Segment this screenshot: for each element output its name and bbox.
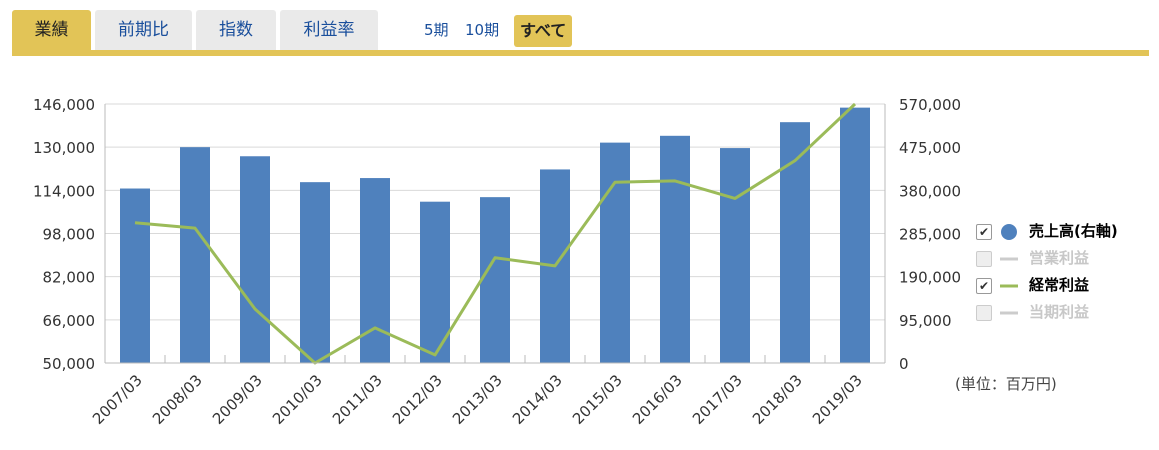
legend-item-ordinary[interactable]: ✔ 経常利益: [974, 272, 1154, 299]
legend-checkbox-ordinary[interactable]: ✔: [976, 278, 992, 294]
period-5[interactable]: 5期: [424, 21, 449, 39]
right-tick-label: 95,000: [899, 312, 952, 330]
left-axis-labels: 50,000 66,000 82,000 98,000 114,000 130,000 14…: [33, 96, 95, 373]
tab-margin[interactable]: 利益率: [280, 10, 378, 50]
legend-checkbox-net[interactable]: [976, 305, 992, 321]
tab-bar: 業績 前期比 指数 利益率 5期 10期 すべて: [0, 0, 1149, 56]
legend-marker-sales: [1001, 224, 1017, 240]
tab-index[interactable]: 指数: [196, 10, 276, 50]
bars: [120, 107, 870, 363]
right-tick-label: 285,000: [899, 226, 961, 244]
period-all[interactable]: すべて: [514, 15, 573, 47]
bar: [660, 135, 690, 363]
bar: [180, 147, 210, 363]
x-tick-label: 2014/03: [509, 371, 566, 428]
bar: [780, 122, 810, 363]
bar: [480, 197, 510, 363]
bar: [120, 188, 150, 363]
bar: [300, 182, 330, 363]
x-tick-label: 2013/03: [449, 371, 506, 428]
left-tick-label: 98,000: [43, 226, 96, 244]
tab-results[interactable]: 業績: [12, 10, 91, 50]
x-tick-label: 2008/03: [149, 371, 206, 428]
axes: [104, 104, 886, 364]
line-ordinary-profit: [134, 102, 857, 365]
tab-underline: [12, 50, 1149, 56]
left-tick-label: 82,000: [43, 269, 96, 287]
x-tick-label: 2007/03: [89, 371, 146, 428]
left-tick-label: 114,000: [33, 182, 95, 200]
x-tick-label: 2009/03: [209, 371, 266, 428]
x-tick-label: 2019/03: [809, 371, 866, 428]
x-axis-labels: 2007/03 2008/03 2009/03 2010/03 2011/03 2012/…: [89, 371, 866, 428]
bar: [240, 156, 270, 363]
x-tick-label: 2012/03: [389, 371, 446, 428]
legend-marker-operating: [1000, 257, 1018, 261]
legend-label-operating: 営業利益: [1029, 249, 1090, 267]
legend-item-sales[interactable]: ✔ 売上高(右軸): [974, 218, 1154, 245]
right-axis-labels: 0 95,000 190,000 285,000 380,000 475,000 570,0…: [899, 96, 961, 373]
legend-label-sales: 売上高(右軸): [1029, 222, 1118, 240]
bar: [600, 142, 630, 363]
bar: [720, 148, 750, 363]
right-tick-label: 570,000: [899, 96, 961, 114]
x-tick-label: 2010/03: [269, 371, 326, 428]
line-series: [134, 102, 857, 365]
x-tick-label: 2015/03: [569, 371, 626, 428]
period-10[interactable]: 10期: [465, 21, 500, 39]
legend-checkbox-operating[interactable]: [976, 251, 992, 267]
unit-label: (単位：百万円): [955, 375, 1057, 393]
tab-yoy[interactable]: 前期比: [95, 10, 192, 50]
right-tick-label: 380,000: [899, 182, 961, 200]
right-tick-label: 475,000: [899, 139, 961, 157]
legend-item-net[interactable]: 当期利益: [974, 299, 1154, 326]
legend: ✔ 売上高(右軸) 営業利益 ✔ 経常利益 当期利益: [974, 218, 1154, 326]
x-tick-label: 2016/03: [629, 371, 686, 428]
right-tick-label: 190,000: [899, 269, 961, 287]
right-tick-label: 0: [899, 355, 909, 373]
left-tick-label: 130,000: [33, 139, 95, 157]
legend-marker-ordinary: [1000, 284, 1018, 288]
legend-checkbox-sales[interactable]: ✔: [976, 224, 992, 240]
left-tick-label: 50,000: [43, 355, 96, 373]
x-tick-label: 2017/03: [689, 371, 746, 428]
legend-item-operating[interactable]: 営業利益: [974, 245, 1154, 272]
bar: [840, 107, 870, 363]
left-tick-label: 146,000: [33, 96, 95, 114]
legend-marker-net: [1000, 311, 1018, 315]
x-tick-label: 2011/03: [329, 371, 386, 428]
legend-label-net: 当期利益: [1029, 303, 1090, 321]
x-tick-label: 2018/03: [749, 371, 806, 428]
legend-label-ordinary: 経常利益: [1029, 276, 1090, 294]
left-tick-label: 66,000: [43, 312, 96, 330]
